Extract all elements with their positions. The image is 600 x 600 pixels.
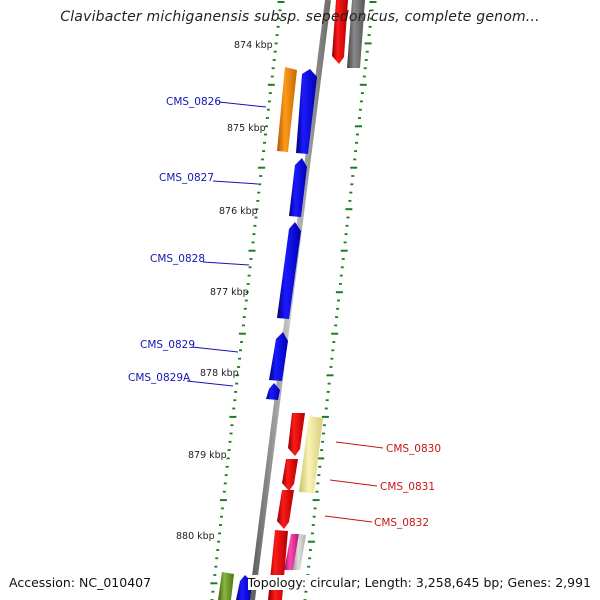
genome-map: 874 kbp 875 kbp 876 kbp 877 kbp 878 kbp … (0, 0, 600, 600)
gene-cms-0831[interactable] (282, 459, 298, 491)
gene-label-cms-0829[interactable]: CMS_0829 (140, 339, 195, 351)
accession-text: Accession: NC_010407 (9, 575, 151, 590)
kbp-label-876: 876 kbp (219, 206, 258, 217)
gene-label-cms-0828[interactable]: CMS_0828 (150, 253, 205, 265)
gene-label-cms-0832[interactable]: CMS_0832 (374, 517, 429, 529)
kbp-label-879: 879 kbp (188, 450, 227, 461)
gene-label-cms-0826[interactable]: CMS_0826 (166, 96, 221, 108)
genome-summary-text: Topology: circular; Length: 3,258,645 bp… (248, 575, 591, 590)
kbp-label-880: 880 kbp (176, 531, 215, 542)
gene-label-cms-0827[interactable]: CMS_0827 (159, 172, 214, 184)
kbp-label-874: 874 kbp (234, 40, 273, 51)
forward-genes (218, 67, 317, 600)
gene-label-cms-0829a[interactable]: CMS_0829A (128, 372, 191, 384)
kbp-label-877: 877 kbp (210, 287, 249, 298)
gene-label-cms-0830[interactable]: CMS_0830 (386, 443, 441, 455)
kbp-label-878: 878 kbp (200, 368, 239, 379)
gene-orange-0826[interactable] (277, 67, 297, 152)
map-title: Clavibacter michiganensis subsp. sepedon… (0, 9, 600, 25)
gene-label-cms-0831[interactable]: CMS_0831 (380, 481, 435, 493)
gene-cms-0828[interactable] (277, 222, 301, 319)
kbp-scale: 874 kbp 875 kbp 876 kbp 877 kbp 878 kbp … (176, 40, 273, 542)
kbp-label-875: 875 kbp (227, 123, 266, 134)
inner-tick-track (210, 2, 284, 600)
gene-green-bottom[interactable] (218, 572, 234, 600)
gene-cms-0829[interactable] (269, 332, 288, 381)
gene-cms-0830[interactable] (288, 413, 305, 456)
gene-cms-0832[interactable] (277, 490, 294, 529)
